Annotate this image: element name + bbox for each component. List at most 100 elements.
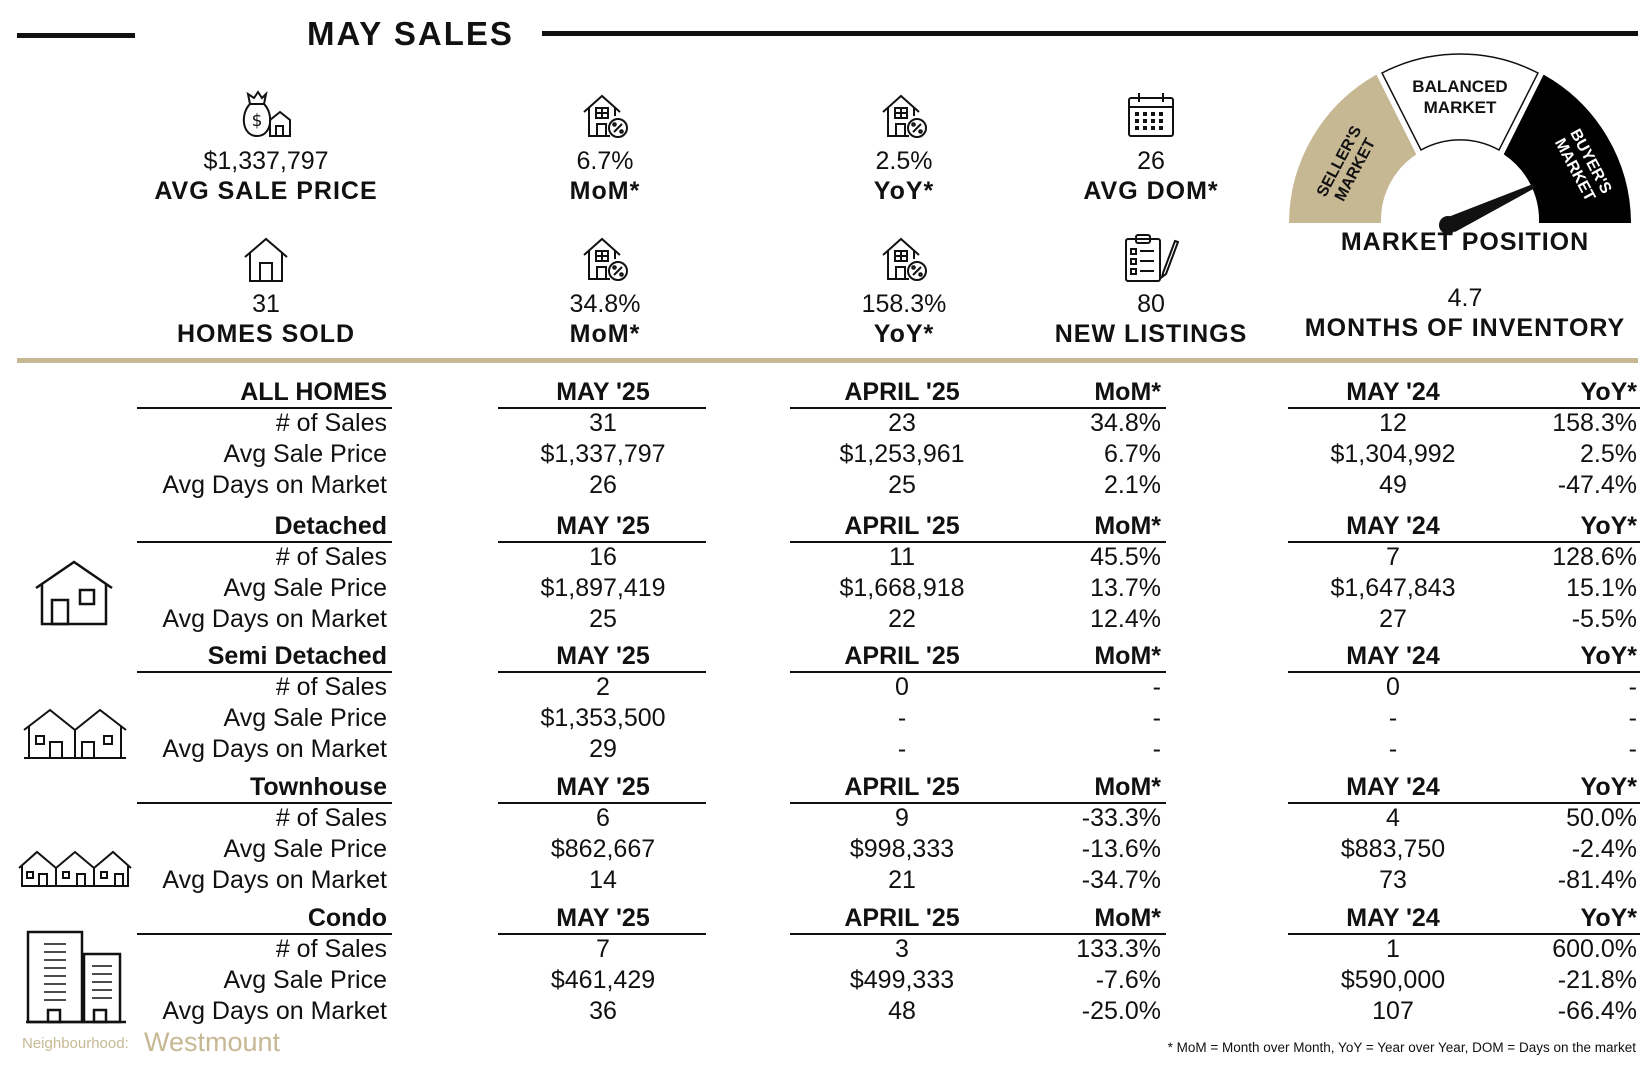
col-header-previous: APRIL '25	[844, 773, 960, 801]
cell-last-year: 7	[1386, 543, 1400, 571]
section-title: Townhouse	[249, 773, 387, 801]
cell-yoy: -	[1628, 704, 1637, 732]
cell-yoy: -47.4%	[1557, 471, 1637, 499]
cell-current: 26	[589, 471, 617, 499]
stat-label: AVG SALE PRICE	[154, 177, 378, 205]
cell-last-year: 73	[1379, 866, 1407, 894]
cell-last-year: $883,750	[1340, 835, 1446, 863]
header-underline	[790, 541, 1166, 543]
col-header-mom: MoM*	[1094, 904, 1161, 932]
cell-yoy: -	[1628, 673, 1637, 701]
section-title: ALL HOMES	[240, 378, 387, 406]
header-underline	[137, 671, 392, 673]
row-label: # of Sales	[275, 935, 387, 963]
cell-yoy: 15.1%	[1566, 574, 1637, 602]
cell-mom: -7.6%	[1095, 966, 1161, 994]
months-inventory-value: 4.7	[1447, 284, 1483, 312]
col-header-mom: MoM*	[1094, 512, 1161, 540]
col-header-last-year: MAY '24	[1346, 512, 1440, 540]
cell-current: $1,337,797	[540, 440, 666, 468]
stat-value: 2.5%	[875, 147, 933, 175]
col-header-mom: MoM*	[1094, 378, 1161, 406]
header-underline	[1288, 933, 1640, 935]
col-header-previous: APRIL '25	[844, 378, 960, 406]
cell-last-year: 27	[1379, 605, 1407, 633]
col-header-mom: MoM*	[1094, 642, 1161, 670]
stat-value: 34.8%	[569, 290, 641, 318]
months-inventory-label: MONTHS OF INVENTORY	[1304, 314, 1626, 342]
col-header-yoy: YoY*	[1580, 773, 1638, 801]
row-label: Avg Days on Market	[162, 866, 387, 894]
cell-yoy: -2.4%	[1571, 835, 1637, 863]
row-label: Avg Days on Market	[162, 471, 387, 499]
title-rule-left	[17, 33, 135, 38]
cell-last-year: 1	[1386, 935, 1400, 963]
cell-last-year: $590,000	[1340, 966, 1446, 994]
col-header-current: MAY '25	[556, 378, 650, 406]
header-underline	[790, 407, 1166, 409]
cell-previous: 48	[888, 997, 916, 1025]
cell-previous: $998,333	[849, 835, 955, 863]
col-header-current: MAY '25	[556, 642, 650, 670]
cell-previous: -	[897, 704, 907, 732]
stat-homes-sold: 31 HOMES SOLD	[116, 229, 416, 349]
cell-current: 2	[596, 673, 610, 701]
cell-mom: 34.8%	[1090, 409, 1161, 437]
stat-value: 31	[252, 290, 280, 318]
section-title: Semi Detached	[207, 642, 387, 670]
col-header-last-year: MAY '24	[1346, 642, 1440, 670]
cell-current: 29	[589, 735, 617, 763]
cell-mom: -	[1152, 673, 1161, 701]
row-label: # of Sales	[275, 409, 387, 437]
row-label: Avg Sale Price	[223, 440, 387, 468]
stat-value: 6.7%	[576, 147, 634, 175]
cell-previous: $1,668,918	[839, 574, 965, 602]
semi-detached-icon	[22, 706, 128, 767]
row-label: Avg Sale Price	[223, 966, 387, 994]
col-header-yoy: YoY*	[1580, 642, 1638, 670]
cell-last-year: 12	[1379, 409, 1407, 437]
stat-label: NEW LISTINGS	[1054, 320, 1248, 348]
row-label: Avg Days on Market	[162, 735, 387, 763]
calendar-icon	[1001, 86, 1301, 140]
col-header-current: MAY '25	[556, 904, 650, 932]
cell-yoy: -21.8%	[1557, 966, 1637, 994]
cell-last-year: 49	[1379, 471, 1407, 499]
cell-previous: 25	[888, 471, 916, 499]
cell-previous: 9	[895, 804, 909, 832]
stat-value: $1,337,797	[203, 147, 329, 175]
house-percent-icon	[455, 86, 755, 140]
stat-label: YoY*	[873, 177, 935, 205]
header-underline	[498, 933, 706, 935]
house-icon	[116, 229, 416, 283]
svg-text:$: $	[252, 111, 263, 131]
cell-last-year: -	[1388, 735, 1398, 763]
section-divider	[17, 358, 1638, 363]
house-percent-icon	[754, 229, 1054, 283]
cell-mom: 45.5%	[1090, 543, 1161, 571]
gauge-balanced-segment	[1380, 53, 1540, 152]
stat-avg-sale-price: $ $1,337,797 AVG SALE PRICE	[116, 86, 416, 206]
cell-yoy: 158.3%	[1552, 409, 1637, 437]
cell-last-year: -	[1388, 704, 1398, 732]
row-label: # of Sales	[275, 673, 387, 701]
row-label: Avg Days on Market	[162, 997, 387, 1025]
header-underline	[790, 933, 1166, 935]
col-header-previous: APRIL '25	[844, 642, 960, 670]
cell-previous: $499,333	[849, 966, 955, 994]
header-underline	[498, 802, 706, 804]
cell-mom: 133.3%	[1076, 935, 1161, 963]
header-underline	[790, 802, 1166, 804]
stat-mom-sales: 34.8% MoM*	[455, 229, 755, 349]
stat-label: HOMES SOLD	[176, 320, 356, 348]
cell-last-year: 107	[1372, 997, 1414, 1025]
house-percent-icon	[754, 86, 1054, 140]
header-underline	[1288, 541, 1640, 543]
gauge-buyer-segment	[1503, 74, 1632, 223]
cell-previous: -	[897, 735, 907, 763]
col-header-current: MAY '25	[556, 512, 650, 540]
header-underline	[790, 671, 1166, 673]
header-underline	[1288, 802, 1640, 804]
row-label: Avg Sale Price	[223, 574, 387, 602]
money-bag-house-icon: $	[116, 86, 416, 140]
